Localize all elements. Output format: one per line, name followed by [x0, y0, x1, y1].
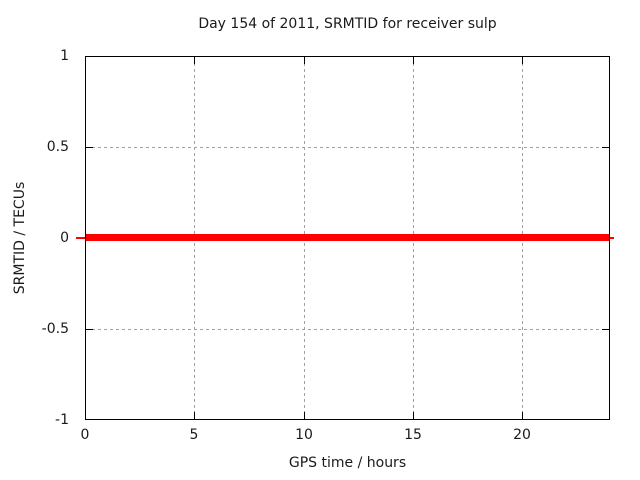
y-tick-label: -1	[55, 412, 69, 428]
tick-mark-left	[86, 329, 93, 330]
plot-area-border	[85, 56, 610, 420]
tick-mark-top	[413, 57, 414, 64]
data-series-line	[86, 234, 609, 241]
tick-mark-bottom	[522, 412, 523, 419]
gridline-horizontal-neg05	[86, 329, 609, 330]
tick-mark-bottom	[413, 412, 414, 419]
tick-mark-bottom	[304, 412, 305, 419]
x-tick-label: 0	[80, 427, 90, 443]
tick-mark-top	[522, 57, 523, 64]
y-tick-label: 1	[60, 48, 69, 64]
x-tick-label: 20	[513, 427, 531, 443]
tick-mark-top	[304, 57, 305, 64]
y-axis-label: SRMTID / TECUs	[12, 181, 28, 295]
x-tick-label: 5	[189, 427, 199, 443]
tick-mark-right	[602, 329, 609, 330]
y-tick-label: 0.5	[46, 139, 69, 155]
y-tick-label: -0.5	[41, 321, 69, 337]
x-tick-label: 15	[404, 427, 422, 443]
x-axis-label: GPS time / hours	[288, 455, 407, 471]
tick-mark-top	[194, 57, 195, 64]
tick-mark-right	[602, 147, 609, 148]
gridline-horizontal-pos05	[86, 147, 609, 148]
tick-mark-bottom	[194, 412, 195, 419]
tick-mark-left	[86, 147, 93, 148]
x-tick-label: 10	[295, 427, 313, 443]
chart-title: Day 154 of 2011, SRMTID for receiver sul…	[198, 16, 497, 32]
y-tick-label: 0	[60, 230, 69, 246]
